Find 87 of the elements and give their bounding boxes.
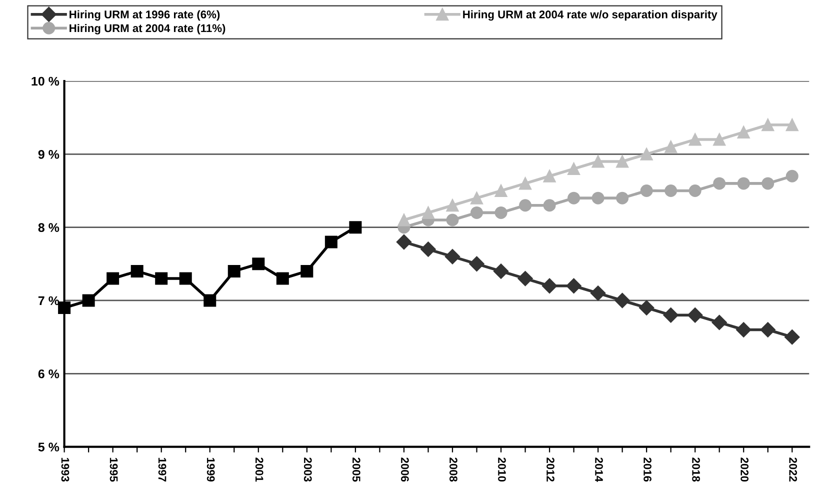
- point: [616, 155, 629, 168]
- point: [786, 118, 798, 132]
- x-tick-label: 1993: [61, 458, 70, 482]
- x-tick-label: 2016: [644, 458, 652, 482]
- point: [639, 300, 654, 316]
- point: [590, 286, 606, 301]
- point: [519, 177, 532, 190]
- point: [640, 148, 653, 160]
- point: [786, 170, 798, 182]
- y-tick-label: 8 %: [38, 223, 60, 232]
- point: [155, 272, 168, 285]
- point: [543, 199, 556, 212]
- point: [58, 302, 71, 314]
- x-tick-label: 2018: [692, 458, 700, 482]
- point: [568, 192, 580, 204]
- y-tick-label: 10 %: [32, 76, 60, 86]
- point: [446, 199, 459, 212]
- point: [494, 184, 508, 198]
- point: [713, 133, 726, 146]
- x-tick-label: 1995: [110, 458, 118, 482]
- x-tick-label: 2012: [546, 458, 554, 482]
- point: [493, 264, 509, 279]
- point: [469, 256, 484, 272]
- x-tick-label: 2022: [789, 458, 798, 482]
- point: [446, 214, 459, 226]
- point: [204, 294, 216, 307]
- point: [444, 249, 460, 264]
- point: [106, 272, 120, 285]
- x-tick-label: 2001: [255, 458, 264, 482]
- point: [300, 264, 314, 278]
- point: [519, 199, 532, 212]
- point: [688, 133, 702, 146]
- x-tick-label: 2014: [595, 458, 603, 482]
- point: [228, 264, 240, 278]
- y-tick-label: 9 %: [38, 150, 60, 159]
- point: [616, 192, 629, 204]
- point: [664, 140, 678, 154]
- point: [592, 192, 604, 204]
- point: [713, 177, 726, 190]
- point: [130, 264, 144, 278]
- x-tick-label: 2006: [400, 458, 409, 482]
- point: [518, 270, 533, 286]
- point: [784, 330, 800, 345]
- point: [592, 155, 604, 168]
- point: [664, 184, 678, 198]
- point: [566, 278, 582, 294]
- point: [398, 214, 410, 226]
- point: [614, 292, 630, 308]
- point: [688, 308, 703, 323]
- point: [276, 272, 289, 285]
- point: [543, 170, 556, 182]
- legend-label: Hiring URM at 2004 rate w/o separation disparity: [463, 10, 718, 21]
- point: [324, 236, 338, 248]
- point: [542, 278, 558, 294]
- point: [762, 177, 774, 190]
- point: [422, 206, 434, 219]
- x-tick-label: 1999: [206, 458, 215, 482]
- x-tick-label: 2003: [304, 458, 312, 482]
- x-tick-label: 1997: [158, 458, 166, 482]
- point: [640, 184, 653, 198]
- point: [82, 294, 95, 307]
- point: [762, 118, 774, 132]
- x-tick-label: 2008: [450, 458, 458, 482]
- point: [420, 242, 436, 257]
- legend-label: Hiring URM at 1996 rate (6%): [70, 10, 220, 21]
- x-tick-label: 2010: [498, 458, 506, 482]
- point: [688, 184, 702, 198]
- point: [712, 314, 727, 330]
- point: [737, 126, 750, 138]
- legend-label: Hiring URM at 2004 rate (11%): [70, 24, 226, 34]
- point: [494, 206, 508, 219]
- point: [252, 258, 265, 270]
- point: [396, 234, 412, 250]
- y-tick-label: 7 %: [38, 296, 60, 306]
- point: [470, 206, 483, 219]
- y-tick-label: 6 %: [38, 369, 60, 378]
- y-tick-label: 5 %: [38, 442, 60, 452]
- point: [736, 322, 752, 338]
- point: [349, 221, 362, 234]
- point: [760, 322, 776, 338]
- x-tick-label: 2005: [352, 458, 360, 482]
- point: [179, 272, 192, 285]
- x-tick-label: 2020: [740, 458, 748, 482]
- point: [663, 308, 678, 323]
- point: [568, 162, 580, 176]
- point: [470, 192, 483, 204]
- point: [737, 177, 750, 190]
